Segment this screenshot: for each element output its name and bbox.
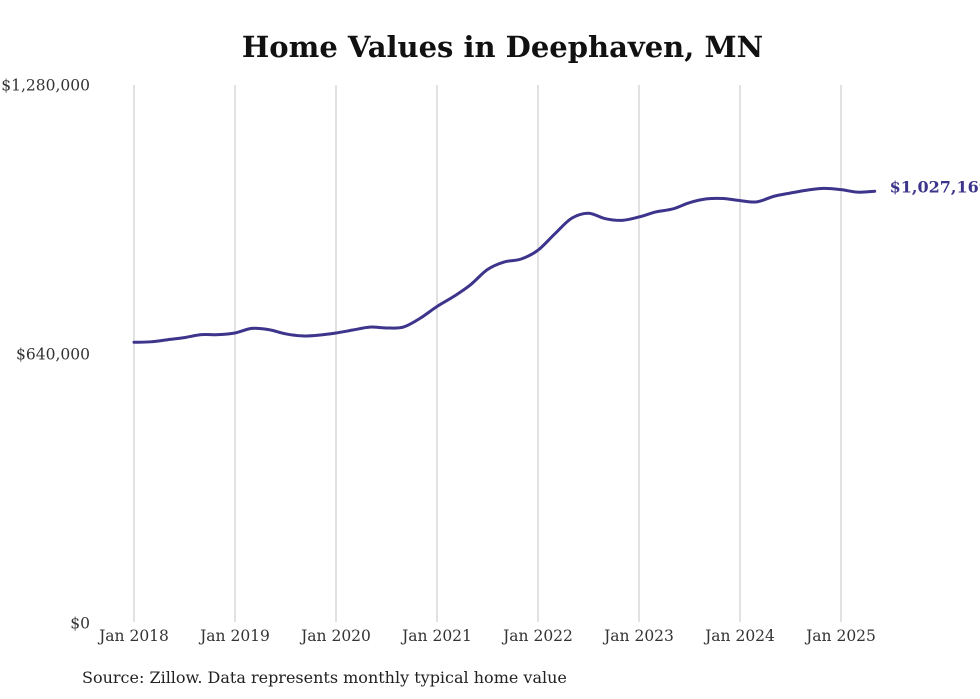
series-layer [132, 186, 877, 344]
line-chart: Jan 2018 Jan 2019 Jan 2020 Jan 2021 Jan 2022… [1, 77, 980, 646]
y-tick-label: $640,000 [16, 346, 90, 364]
x-tick-label: Jan 2024 [703, 627, 775, 645]
y-tick-label: $1,280,000 [1, 77, 90, 95]
x-tick-label: Jan 2022 [501, 627, 573, 645]
x-tick-label: Jan 2020 [299, 627, 371, 645]
y-tick-label: $0 [70, 615, 90, 633]
x-tick-label: Jan 2025 [804, 627, 876, 645]
series-line [132, 186, 877, 344]
x-tick-label: Jan 2021 [400, 627, 472, 645]
annotation-layer: $1,027,169 [890, 177, 980, 196]
chart-title: Home Values in Deephaven, MN [241, 30, 764, 64]
end-value-label: $1,027,169 [890, 177, 980, 196]
axis-labels: Jan 2018 Jan 2019 Jan 2020 Jan 2021 Jan 2022… [1, 77, 876, 646]
x-tick-label: Jan 2023 [602, 627, 674, 645]
source-note: Source: Zillow. Data represents monthly … [82, 668, 567, 687]
x-tick-label: Jan 2018 [97, 627, 169, 645]
x-tick-label: Jan 2019 [198, 627, 270, 645]
gridlines [133, 85, 842, 622]
